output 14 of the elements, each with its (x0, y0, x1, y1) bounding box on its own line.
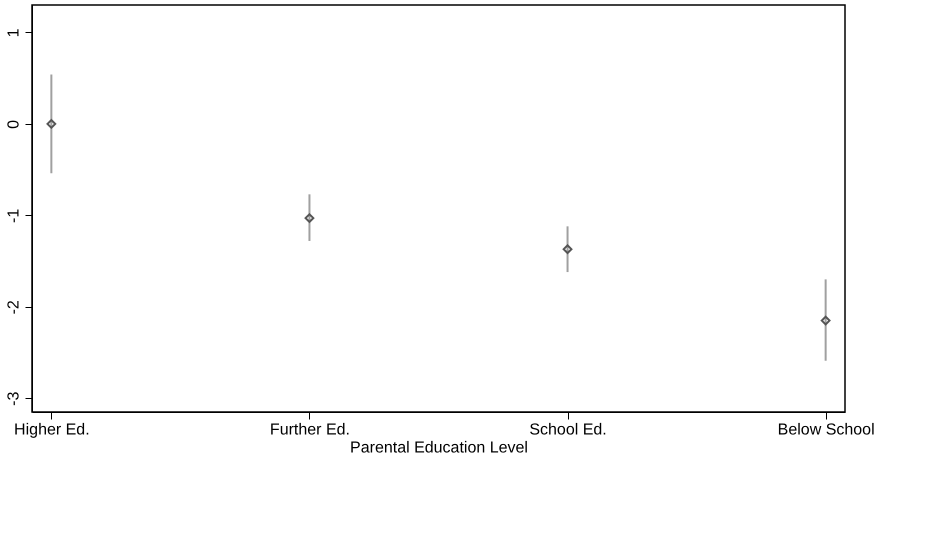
point (304, 213, 314, 223)
y-tick-label: -2 (6, 300, 22, 314)
point (46, 119, 56, 129)
x-tick-label: Higher Ed. (14, 422, 90, 438)
y-tick-label: -1 (6, 208, 22, 223)
x-tick-label: Below School (778, 422, 875, 438)
x-tick-label: Further Ed. (270, 422, 350, 438)
y-tick-label: 1 (6, 28, 22, 38)
y-tick-label: -3 (6, 392, 22, 406)
x-axis-title: Parental Education Level (350, 440, 528, 456)
point (562, 244, 572, 254)
point (820, 316, 831, 326)
y-tick-label: 0 (6, 120, 22, 129)
x-tick-label: School Ed. (529, 422, 607, 438)
